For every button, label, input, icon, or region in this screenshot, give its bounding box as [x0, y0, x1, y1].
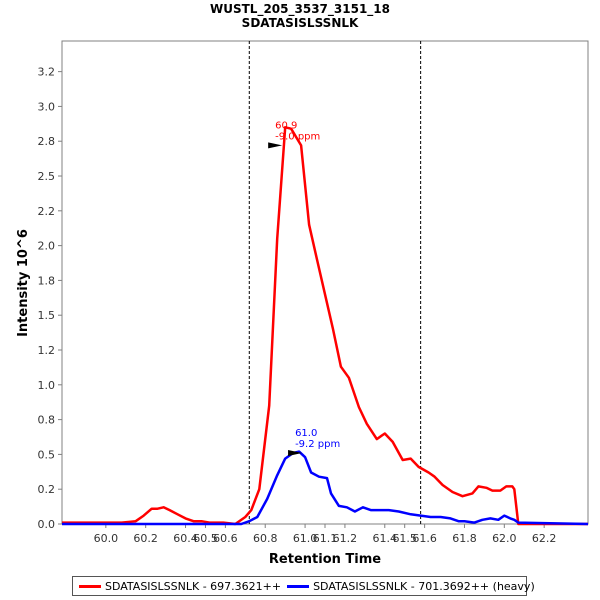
peak-ppm-label-1: -9.0 ppm	[275, 131, 320, 142]
x-tick-label: 60.2	[133, 532, 158, 545]
x-tick-label: 61.6	[412, 532, 437, 545]
legend-label-heavy: SDATASISLSSNLK - 701.3692++ (heavy)	[313, 579, 535, 593]
y-tick-label: 2.2	[38, 205, 56, 218]
x-tick-label: 61.1	[313, 532, 338, 545]
chromatogram-chart: 0.0 0.2 0.5 0.8 1.0 1.2 1.5 1.8 2.0 2.2 2.5 2.8 3.0 3…	[16, 40, 589, 567]
x-tick-label: 62.0	[492, 532, 517, 545]
y-tick-label: 0.2	[38, 483, 56, 496]
y-tick-label: 0.0	[38, 518, 56, 531]
peak-marker-2	[288, 450, 303, 457]
y-axis-label: Intensity 10^6	[16, 229, 31, 337]
x-tick-label: 60.8	[253, 532, 278, 545]
legend: SDATASISLSSNLK - 697.3621++ SDATASISLSSN…	[72, 576, 535, 596]
peak-ppm-label-2: -9.2 ppm	[295, 439, 340, 450]
peak-rt-label-2: 61.0	[295, 428, 317, 439]
plot-area	[61, 40, 589, 525]
x-tick-label: 61.4	[373, 532, 398, 545]
x-tick-label: 62.2	[532, 532, 557, 545]
chart-subtitle: SDATASISLSSNLK	[241, 16, 359, 30]
y-tick-label: 1.2	[38, 344, 56, 357]
legend-item-light: SDATASISLSSNLK - 697.3621++	[79, 580, 281, 593]
series-line-light	[62, 126, 588, 526]
x-tick-label: 60.0	[94, 532, 119, 545]
series-line-heavy	[62, 450, 589, 526]
peak-rt-label-1: 60.9	[275, 120, 297, 131]
y-tick-label: 2.5	[38, 170, 56, 183]
x-tick-label: 60.6	[213, 532, 238, 545]
x-tick-label: 60.4	[173, 532, 198, 545]
legend-item-heavy: SDATASISLSSNLK - 701.3692++ (heavy)	[287, 580, 535, 593]
y-tick-label: 0.8	[38, 414, 56, 427]
chart-title: WUSTL_205_3537_3151_18	[210, 2, 390, 16]
y-tick-label: 3.2	[38, 66, 56, 79]
x-tick-label: 61.0	[293, 532, 318, 545]
legend-swatch-red	[79, 584, 101, 588]
legend-swatch-blue	[287, 584, 310, 588]
x-tick-label: 61.2	[333, 532, 358, 545]
y-tick-label: 2.8	[38, 135, 56, 148]
x-tick-label: 60.5	[193, 532, 218, 545]
y-tick-label: 1.5	[38, 309, 56, 322]
y-tick-label: 1.8	[38, 274, 56, 287]
x-tick-label: 61.8	[452, 532, 477, 545]
y-tick-label: 2.0	[38, 240, 56, 253]
y-tick-label: 0.5	[38, 448, 56, 461]
y-tick-label: 1.0	[38, 379, 56, 392]
x-tick-label: 61.5	[392, 532, 417, 545]
legend-label-light: SDATASISLSSNLK - 697.3621++	[105, 579, 282, 593]
peak-marker-1	[268, 142, 283, 149]
y-tick-label: 3.0	[38, 100, 56, 113]
x-axis-label: Retention Time	[269, 552, 381, 567]
